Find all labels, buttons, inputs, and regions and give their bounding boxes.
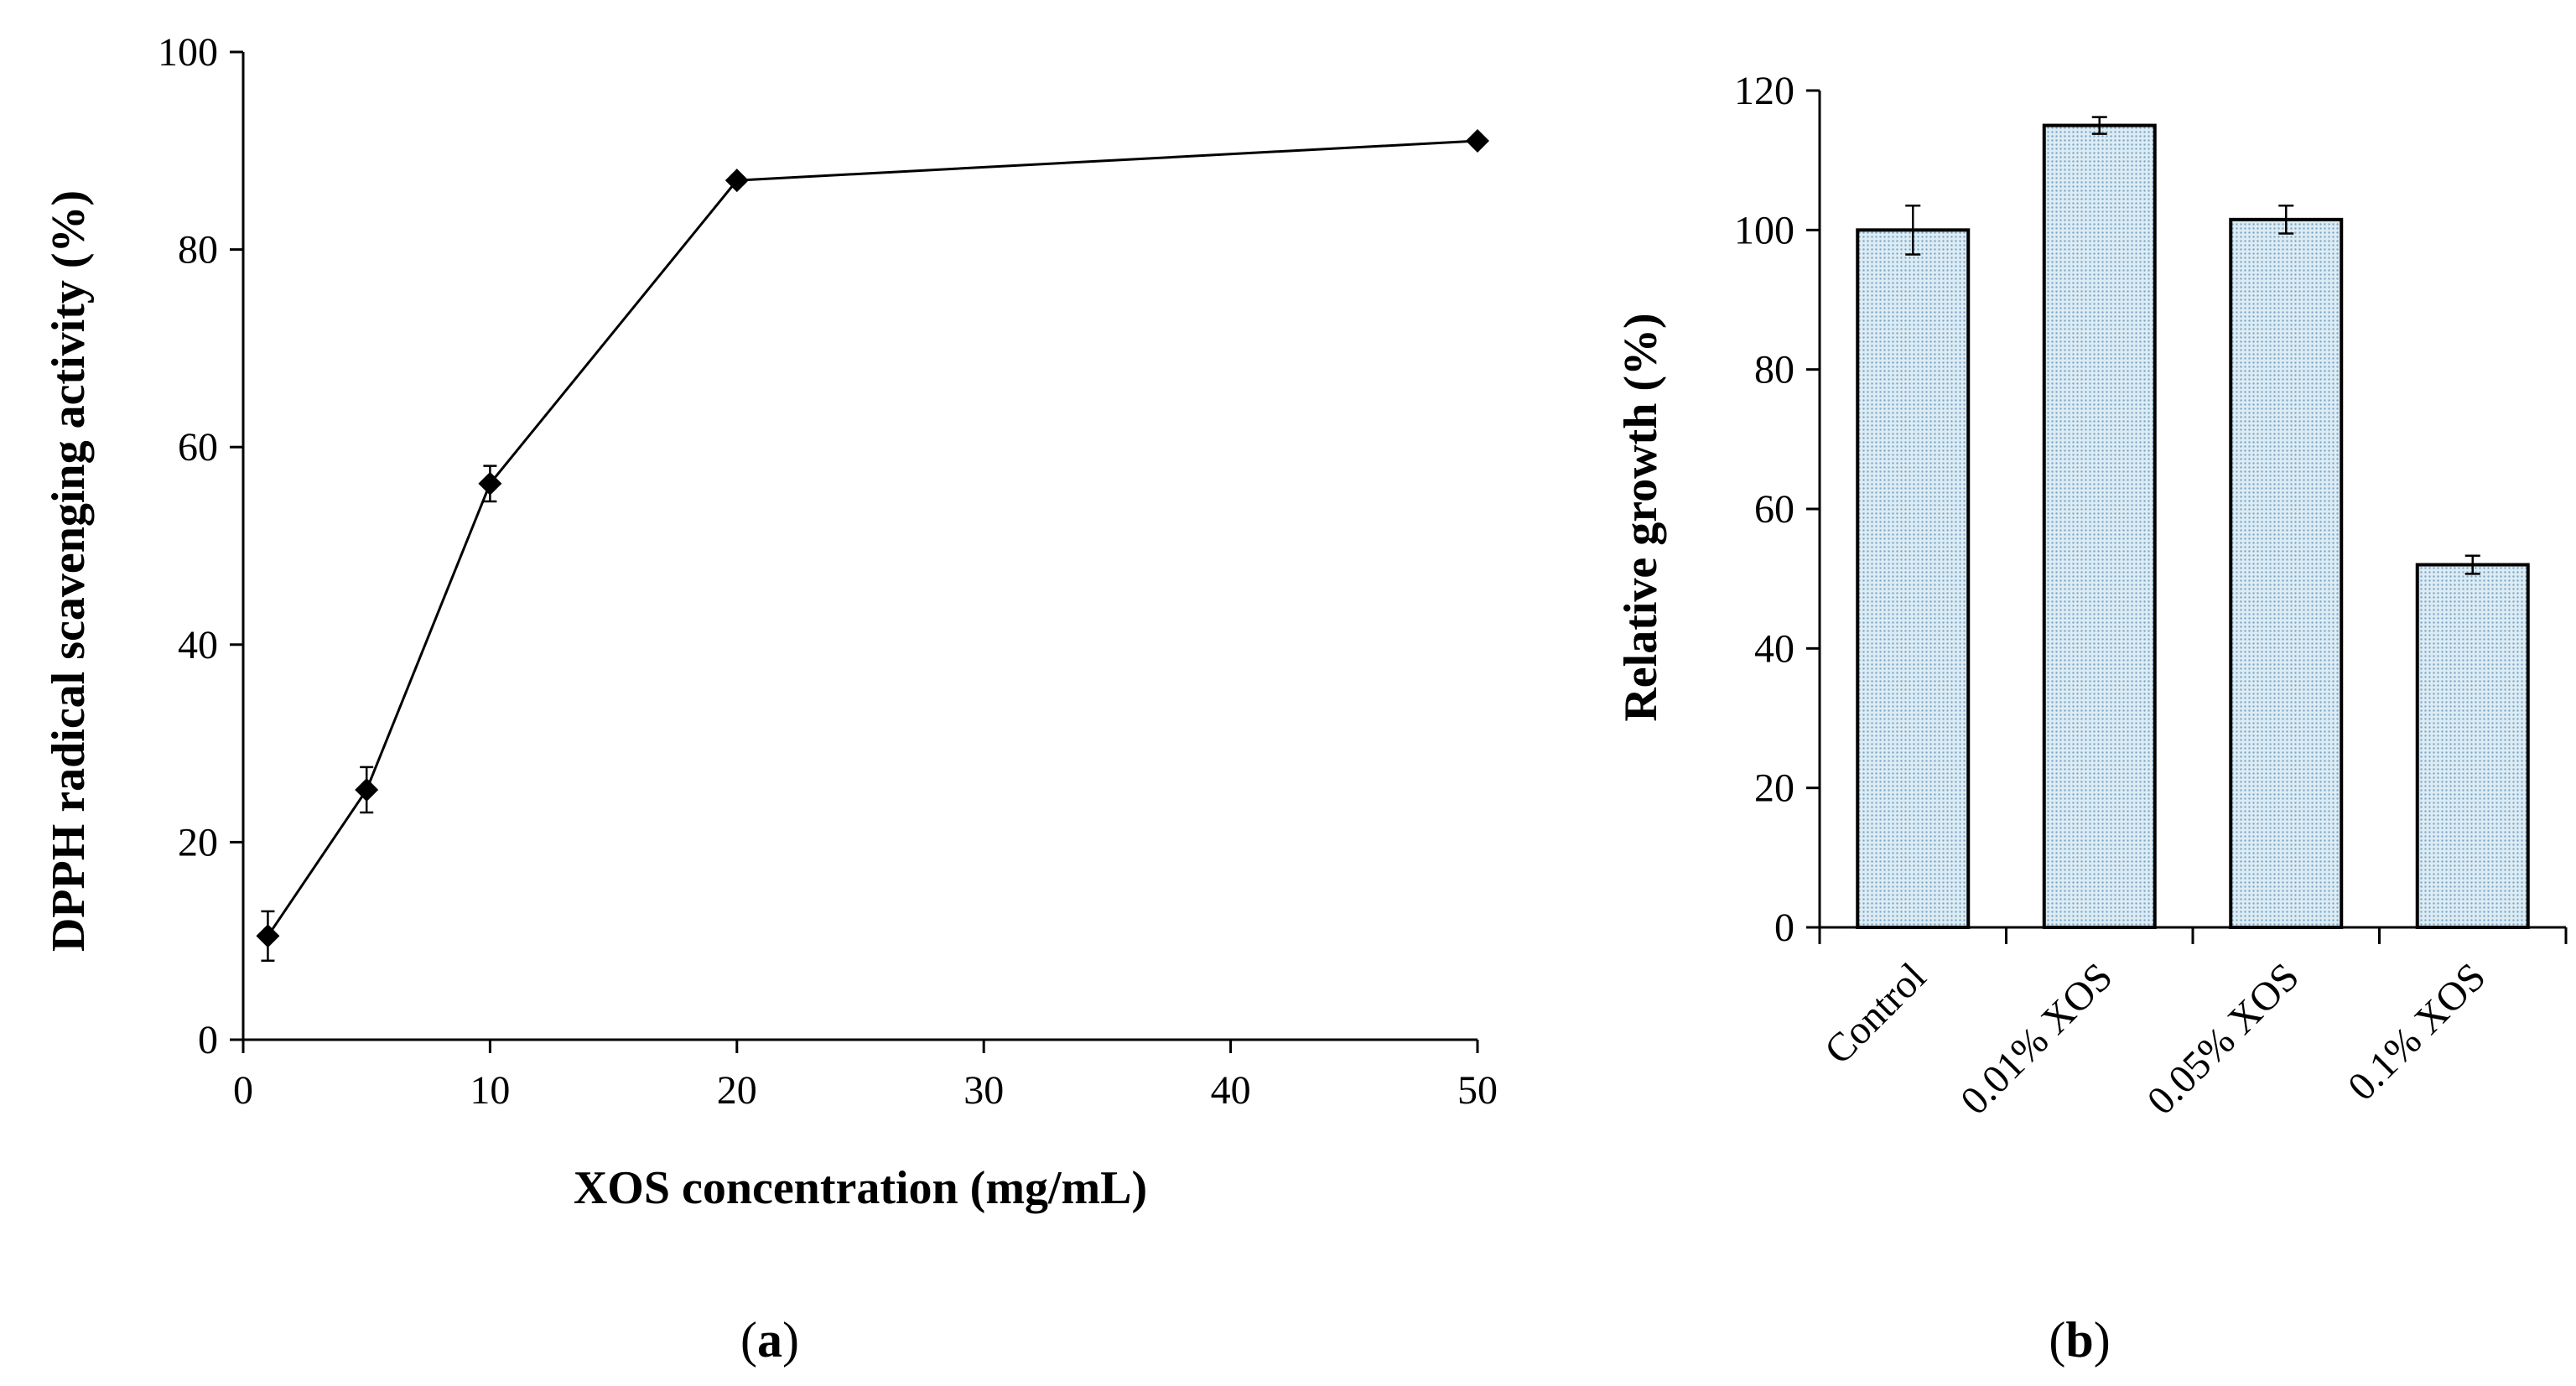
chart-b-category-label: 0.01% XOS bbox=[1952, 954, 2122, 1124]
chart-a-x-tick-label: 0 bbox=[233, 1068, 253, 1113]
chart-a-series-line bbox=[267, 139, 1478, 937]
chart-b-bar bbox=[2415, 563, 2530, 929]
chart-b-bar bbox=[2042, 123, 2157, 930]
chart-a-point bbox=[724, 169, 749, 193]
chart-b-y-tick-label: 120 bbox=[1734, 69, 1794, 113]
chart-a-y-tick-label: 60 bbox=[178, 425, 218, 470]
chart-b-category-label: 0.1% XOS bbox=[2340, 954, 2495, 1109]
chart-b-category-label: 0.05% XOS bbox=[2138, 954, 2308, 1124]
chart-b-y-tick-label: 60 bbox=[1754, 487, 1794, 532]
chart-b-bar bbox=[1856, 228, 1971, 930]
chart-a-point bbox=[355, 777, 379, 802]
chart-a-point bbox=[256, 924, 280, 948]
chart-a-x-tick-label: 30 bbox=[963, 1068, 1004, 1113]
chart-a-x-tick-label: 20 bbox=[717, 1068, 757, 1113]
chart-a-y-tick-label: 100 bbox=[158, 30, 218, 75]
chart-a: 0 20 40 60 80 100 0 10 20 30 40 50 XOS concentrati… bbox=[43, 30, 1498, 1368]
chart-a-panel-label: (a) bbox=[740, 1312, 799, 1368]
chart-b-panel-label: (b) bbox=[2049, 1312, 2110, 1368]
chart-b-x-ticks: Control 0.01% XOS 0.05% XOS 0.1% XOS bbox=[1816, 927, 2568, 1124]
chart-b-bar bbox=[2229, 217, 2344, 929]
chart-a-x-ticks: 0 10 20 30 40 50 bbox=[233, 1040, 1498, 1113]
chart-a-x-tick-label: 40 bbox=[1211, 1068, 1251, 1113]
chart-b-category-label: Control bbox=[1816, 954, 1935, 1072]
chart-b: 0 20 40 60 80 100 120 Control 0.01% XOS 0.05% XO… bbox=[1615, 69, 2568, 1368]
chart-b-y-ticks: 0 20 40 60 80 100 120 bbox=[1734, 69, 1820, 950]
chart-a-y-tick-label: 0 bbox=[198, 1018, 218, 1062]
chart-a-panel-letter: a bbox=[757, 1312, 782, 1368]
chart-b-bars bbox=[1856, 116, 2530, 930]
chart-a-y-ticks: 0 20 40 60 80 100 bbox=[158, 30, 243, 1062]
chart-a-y-tick-label: 80 bbox=[178, 228, 218, 273]
chart-a-y-axis-title: DPPH radical scavenging activity (%) bbox=[43, 190, 95, 952]
chart-b-panel-letter: b bbox=[2065, 1312, 2093, 1368]
chart-b-y-tick-label: 0 bbox=[1774, 906, 1794, 950]
chart-b-y-axis-title: Relative growth (%) bbox=[1615, 313, 1667, 721]
chart-b-y-tick-label: 100 bbox=[1734, 208, 1794, 252]
chart-a-x-tick-label: 10 bbox=[470, 1068, 510, 1113]
chart-b-y-tick-label: 20 bbox=[1754, 766, 1794, 811]
chart-a-points bbox=[256, 129, 1489, 963]
chart-a-point bbox=[478, 471, 502, 496]
chart-b-y-tick-label: 40 bbox=[1754, 626, 1794, 671]
chart-a-x-axis-title: XOS concentration (mg/mL) bbox=[574, 1162, 1147, 1214]
chart-a-y-tick-label: 40 bbox=[178, 623, 218, 667]
chart-b-y-tick-label: 80 bbox=[1754, 348, 1794, 392]
chart-a-x-tick-label: 50 bbox=[1457, 1068, 1498, 1113]
chart-a-point bbox=[1466, 129, 1489, 153]
chart-a-y-tick-label: 20 bbox=[178, 820, 218, 864]
